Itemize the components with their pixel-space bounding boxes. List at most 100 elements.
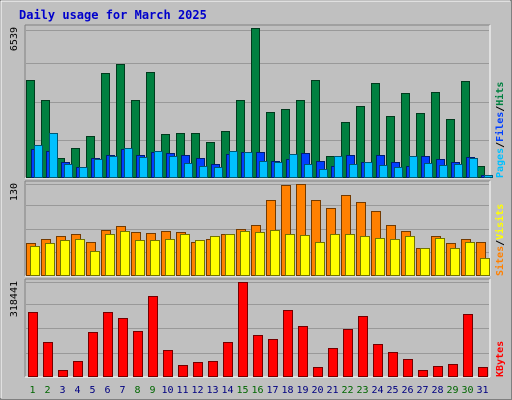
bar-kbytes-31: [478, 367, 488, 377]
bar-kbytes-10: [163, 350, 173, 377]
legend-hits_files_pages: Pages/Files/Hits: [494, 82, 506, 178]
x-tick-label-24: 24: [371, 385, 383, 396]
bar-hits-17: [266, 112, 275, 178]
x-tick-label-2: 2: [44, 385, 50, 396]
x-tick-label-27: 27: [416, 385, 428, 396]
panel-kbytes: 318441 KBytes: [9, 278, 506, 378]
x-tick-label-7: 7: [119, 385, 125, 396]
bar-pages-18: [289, 154, 298, 178]
bar-kbytes-27: [418, 370, 428, 377]
bar-kbytes-15: [238, 282, 248, 377]
x-tick-label-21: 21: [326, 385, 338, 396]
bar-kbytes-5: [88, 332, 98, 377]
bar-pages-13: [214, 167, 223, 178]
x-tick-label-14: 14: [221, 385, 233, 396]
x-tick-label-10: 10: [161, 385, 173, 396]
bar-sites-14: [225, 234, 235, 276]
bar-sites-27: [420, 248, 430, 276]
x-tick-label-11: 11: [176, 385, 188, 396]
x-tick-label-29: 29: [446, 385, 458, 396]
bar-sites-18: [285, 234, 295, 276]
bar-hits-7: [116, 64, 125, 178]
bar-pages-22: [349, 164, 358, 178]
bar-sites-21: [330, 234, 340, 276]
bar-sites-11: [180, 234, 190, 276]
x-tick-label-9: 9: [149, 385, 155, 396]
bar-kbytes-16: [253, 335, 263, 377]
bar-sites-2: [45, 243, 55, 276]
legend-kbytes: KBytes: [495, 341, 506, 377]
bar-kbytes-6: [103, 312, 113, 377]
x-tick-label-6: 6: [104, 385, 110, 396]
bar-pages-19: [304, 164, 313, 178]
bar-pages-27: [424, 163, 433, 178]
bar-pages-1: [34, 145, 43, 178]
bar-hits-6: [101, 73, 110, 178]
bar-pages-9: [154, 151, 163, 178]
chart-title: Daily usage for March 2025: [19, 8, 207, 22]
bar-kbytes-19: [298, 326, 308, 377]
y-axis-max-label: 6539: [9, 27, 20, 51]
bar-kbytes-30: [463, 314, 473, 377]
bar-pages-6: [109, 156, 118, 178]
bar-pages-24: [379, 165, 388, 178]
x-tick-label-12: 12: [191, 385, 203, 396]
bar-pages-7: [124, 148, 133, 178]
bar-kbytes-26: [403, 359, 413, 377]
x-tick-label-23: 23: [356, 385, 368, 396]
bar-sites-12: [195, 240, 205, 276]
bar-hits-27: [416, 113, 425, 178]
x-tick-label-3: 3: [59, 385, 65, 396]
panel-hits_files_pages: 6539 Pages/Files/Hits: [9, 24, 506, 179]
bar-sites-22: [345, 234, 355, 276]
x-tick-label-28: 28: [431, 385, 443, 396]
bar-sites-15: [240, 231, 250, 276]
chart-panels: 6539 Pages/Files/Hits 130 Sites/Visits 31844…: [9, 24, 506, 378]
bar-hits-24: [371, 83, 380, 178]
legend-item: /: [495, 240, 506, 246]
bar-kbytes-29: [448, 364, 458, 377]
legend-item: KBytes: [495, 341, 506, 377]
x-tick-label-25: 25: [386, 385, 398, 396]
x-tick-label-8: 8: [134, 385, 140, 396]
x-tick-label-13: 13: [206, 385, 218, 396]
bar-hits-28: [431, 92, 440, 178]
x-tick-label-16: 16: [251, 385, 263, 396]
bar-kbytes-3: [58, 370, 68, 377]
bar-sites-7: [120, 231, 130, 276]
x-tick-label-18: 18: [281, 385, 293, 396]
x-tick-label-26: 26: [401, 385, 413, 396]
bar-sites-29: [450, 248, 460, 276]
y-axis-max-label: 130: [9, 183, 20, 201]
bar-kbytes-20: [313, 367, 323, 377]
x-tick-label-4: 4: [74, 385, 80, 396]
bar-hits-8: [131, 100, 140, 178]
bar-pages-31: [484, 175, 493, 178]
legend-item: Files: [494, 112, 506, 142]
series-kbytes: [28, 282, 488, 377]
bar-pages-12: [199, 166, 208, 178]
x-tick-label-20: 20: [311, 385, 323, 396]
bar-hits-18: [281, 109, 290, 178]
bar-pages-21: [334, 156, 343, 178]
x-tick-label-19: 19: [296, 385, 308, 396]
legend-item: /: [495, 106, 506, 112]
bar-pages-14: [229, 151, 238, 178]
bar-hits-30: [461, 81, 470, 178]
legend-visits_sites: Sites/Visits: [494, 204, 506, 276]
bar-kbytes-23: [358, 316, 368, 377]
bar-hits-1: [26, 80, 35, 178]
bar-sites-8: [135, 240, 145, 276]
bar-kbytes-28: [433, 366, 443, 377]
bar-kbytes-8: [133, 331, 143, 377]
bar-kbytes-4: [73, 361, 83, 377]
bar-hits-25: [386, 116, 395, 178]
bar-kbytes-12: [193, 362, 203, 377]
bar-sites-5: [90, 251, 100, 276]
bar-hits-4: [71, 148, 80, 178]
y-axis-max-label: 318441: [9, 281, 20, 317]
bar-pages-16: [259, 161, 268, 178]
bar-pages-28: [439, 165, 448, 178]
